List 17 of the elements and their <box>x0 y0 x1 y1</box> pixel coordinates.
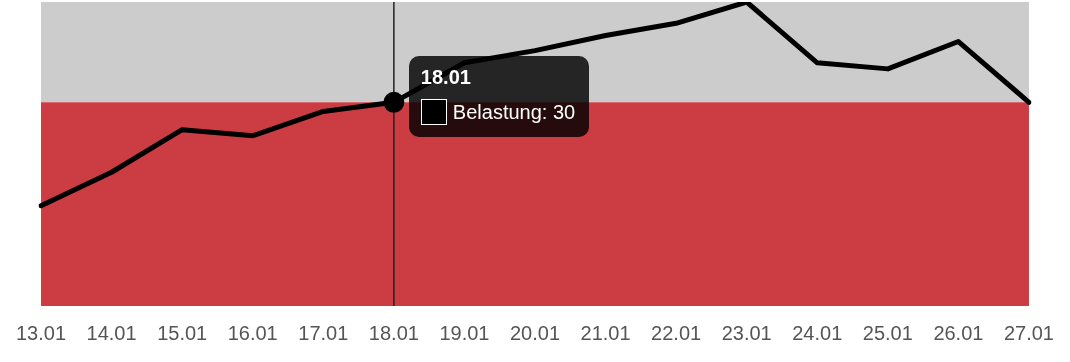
x-tick-label: 13.01 <box>15 321 67 344</box>
x-tick-label: 25.01 <box>862 321 913 344</box>
x-tick-label: 23.01 <box>721 321 772 344</box>
x-tick-label: 24.01 <box>792 321 843 344</box>
x-tick-label: 26.01 <box>933 321 984 344</box>
x-tick-label: 15.01 <box>157 321 208 344</box>
x-tick-label: 20.01 <box>509 321 561 344</box>
x-tick-label: 19.01 <box>439 321 490 344</box>
annotation: Belastung: 30 <box>452 100 576 124</box>
x-tick-label: 14.01 <box>86 321 137 344</box>
x-tick-label: 17.01 <box>298 321 349 344</box>
x-tick-label: 22.01 <box>651 321 702 344</box>
x-tick-label: 21.01 <box>580 321 631 344</box>
x-tick-label: 18.01 <box>368 321 419 344</box>
text: 18.01 <box>420 66 471 89</box>
x-tick-label: 16.01 <box>227 321 278 344</box>
x-tick-label: 27.01 <box>1003 321 1055 344</box>
